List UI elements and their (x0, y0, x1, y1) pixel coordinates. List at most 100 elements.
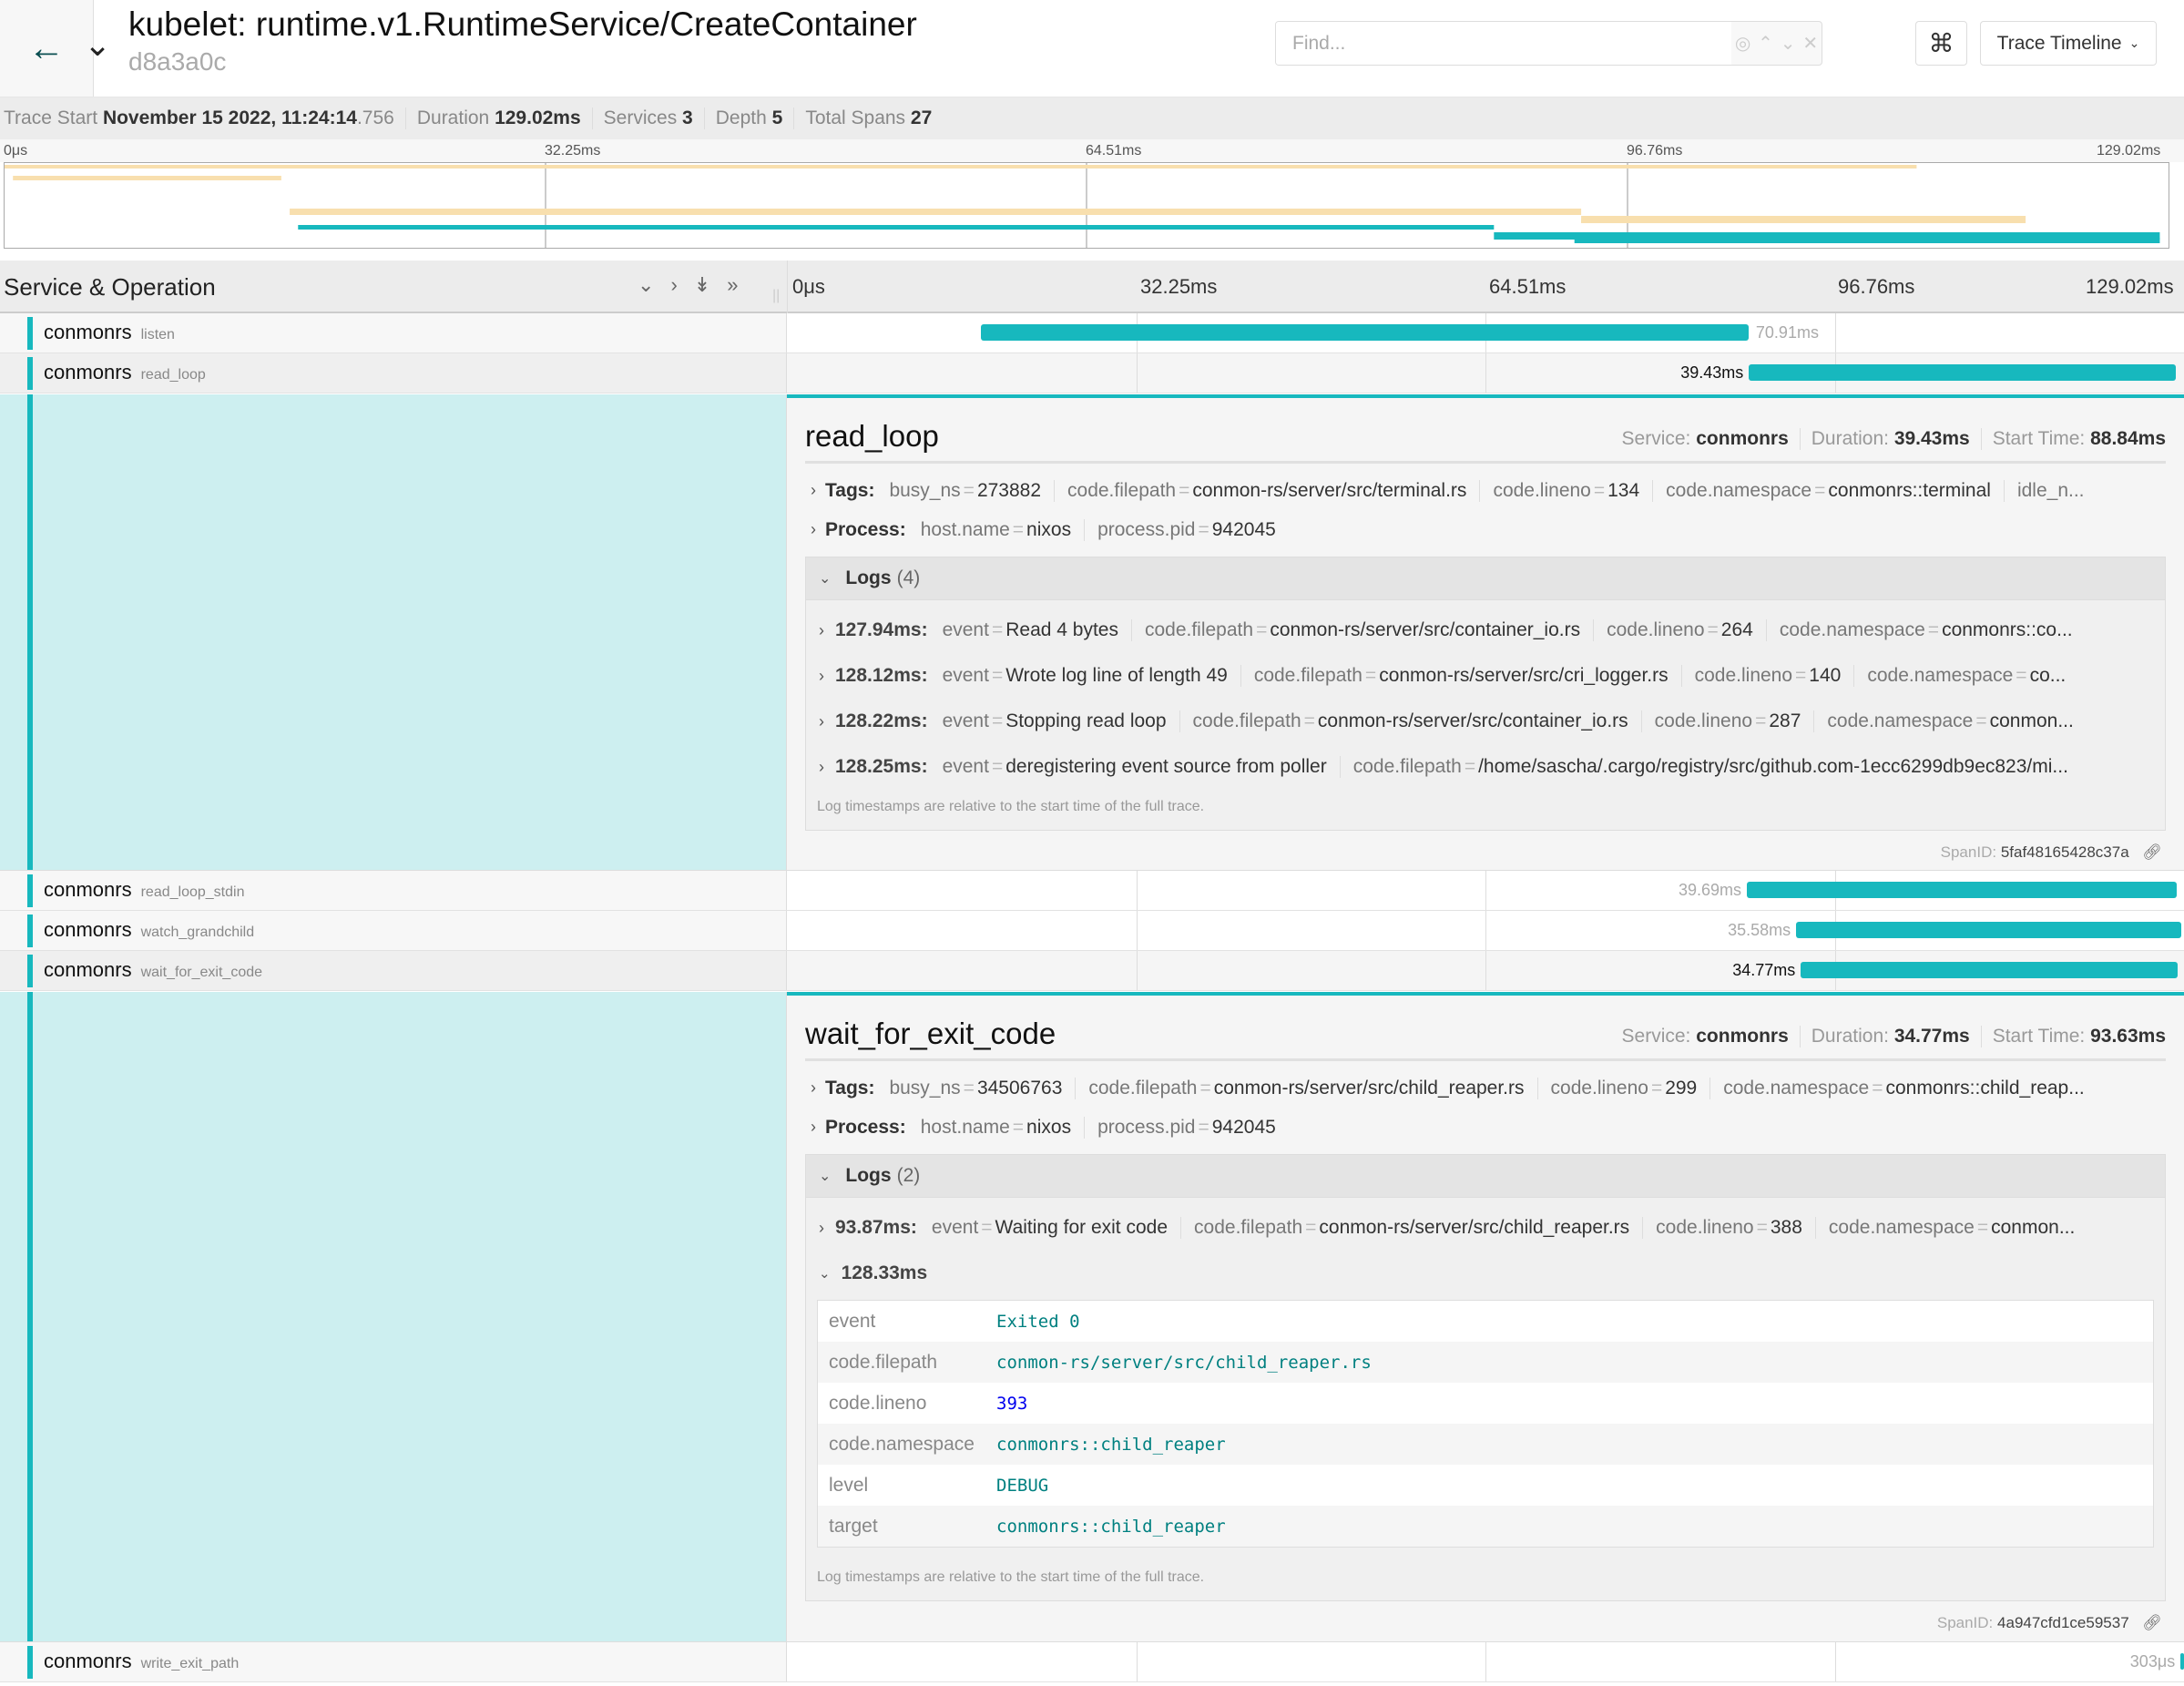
span-bar[interactable] (1747, 882, 2177, 898)
span-bar[interactable] (1801, 962, 2178, 978)
view-select[interactable]: Trace Timeline ⌄ (1980, 21, 2157, 66)
expand-all-icon[interactable]: » (727, 273, 739, 296)
grid-line (1834, 313, 1836, 353)
command-icon: ⌘ (1928, 29, 1954, 57)
span-bar[interactable] (1796, 922, 2182, 938)
tags-section[interactable]: › Tags: busy_ns = 273882 code.filepath = conmon… (805, 471, 2166, 510)
chevron-up-icon[interactable]: ⌃ (1758, 34, 1773, 54)
span-timeline-cell[interactable]: 35.58ms (787, 911, 2184, 950)
field-key: code.namespace (829, 1433, 975, 1455)
span-timeline-cell[interactable]: 34.77ms (787, 951, 2184, 990)
kv-pair: host.name = nixos (921, 1116, 1086, 1139)
minimap-span (1581, 220, 1816, 223)
tree-controls: ⌄ › ↡ » (638, 273, 738, 297)
span-timeline-cell[interactable]: 303μs (787, 1642, 2184, 1681)
log-entry[interactable]: › 128.25ms: event = deregistering event sour… (806, 744, 2165, 790)
log-field-row: code.lineno 393 (818, 1383, 2153, 1424)
minimap-tick: 32.25ms (545, 143, 601, 158)
span-timeline-cell[interactable]: 39.69ms (787, 871, 2184, 910)
span-row[interactable]: conmonrs listen 70.91ms (0, 313, 2184, 353)
log-field: code.lineno = 264 (1594, 619, 1767, 641)
log-entry[interactable]: › 128.12ms: event = Wrote log line of length… (806, 653, 2165, 699)
find-box (1275, 21, 1732, 66)
chevron-right-icon: › (819, 1218, 824, 1237)
chevron-right-icon: › (819, 620, 824, 639)
kv-pair: code.filepath = conmon-rs/server/src/child… (1076, 1077, 1538, 1099)
log-field: code.lineno = 388 (1643, 1217, 1816, 1239)
detail-indent (0, 394, 787, 870)
timeline-tick: 96.76ms (1838, 275, 1915, 298)
span-name-cell: conmonrs wait_for_exit_code (0, 951, 787, 990)
find-input[interactable] (1276, 22, 1731, 65)
trace-services: Services 3 (593, 107, 705, 129)
detail-panel: wait_for_exit_code Service: conmonrs Dur… (787, 992, 2184, 1641)
trace-depth: Depth 5 (705, 107, 795, 129)
trace-minimap[interactable] (4, 162, 2169, 249)
span-row[interactable]: conmonrs read_loop_stdin 39.69ms (0, 871, 2184, 911)
span-operation: listen (140, 327, 175, 342)
span-operation: read_loop_stdin (140, 884, 245, 900)
grid-line (1485, 871, 1486, 910)
span-name-cell: conmonrs write_exit_path (0, 1642, 787, 1681)
chevron-right-icon: › (811, 1078, 816, 1097)
kv-pair: code.filepath = conmon-rs/server/src/termi… (1055, 479, 1481, 502)
expand-one-icon[interactable]: › (670, 273, 678, 296)
chevron-down-icon[interactable]: ⌄ (84, 26, 112, 63)
tags-section[interactable]: › Tags: busy_ns = 34506763 code.filepath = conm… (805, 1068, 2166, 1108)
log-field: code.filepath = conmon-rs/server/src/conta… (1180, 710, 1642, 732)
logs-note: Log timestamps are relative to the start… (817, 1569, 1205, 1585)
detail-meta: Service: conmonrs Duration: 34.77ms Star… (1611, 1026, 2166, 1047)
field-key: event (829, 1310, 876, 1332)
detail-header: wait_for_exit_code Service: conmonrs Dur… (805, 996, 2166, 1061)
log-field: code.filepath = conmon-rs/server/src/cri_l… (1241, 665, 1682, 687)
span-duration-label: 39.43ms (1680, 363, 1744, 382)
process-section[interactable]: › Process: host.name = nixos process.pid = 9420… (805, 1108, 2166, 1147)
process-section[interactable]: › Process: host.name = nixos process.pid = 9420… (805, 510, 2166, 549)
service-color-bar (27, 357, 33, 390)
log-entry-expanded[interactable]: ⌄ 128.33ms (819, 1262, 928, 1283)
column-resizer[interactable]: || (772, 288, 781, 303)
chevron-right-icon: › (819, 757, 824, 776)
span-row[interactable]: conmonrs read_loop 39.43ms (0, 353, 2184, 393)
chevron-down-icon[interactable]: ⌄ (1780, 34, 1796, 54)
logs-header[interactable]: ⌄ Logs (2) (806, 1155, 2165, 1198)
log-field: event = Read 4 bytes (943, 619, 1132, 641)
field-value: conmon-rs/server/src/child_reaper.rs (996, 1352, 1372, 1373)
span-row[interactable]: conmonrs wait_for_exit_code 34.77ms (0, 951, 2184, 991)
span-timeline-cell[interactable]: 70.91ms (787, 313, 2184, 353)
locate-icon[interactable]: ◎ (1734, 34, 1751, 54)
grid-line (1136, 951, 1138, 990)
span-name-cell: conmonrs read_loop_stdin (0, 871, 787, 910)
span-row[interactable]: conmonrs watch_grandchild 35.58ms (0, 911, 2184, 951)
log-entry[interactable]: › 127.94ms: event = Read 4 bytes code.filepat… (806, 608, 2165, 653)
span-bar[interactable] (2180, 1653, 2184, 1670)
log-field: code.lineno = 140 (1682, 665, 1855, 687)
link-icon[interactable]: 🔗︎ (2142, 843, 2162, 861)
trace-summary: Trace Start November 15 2022, 11:24:14.7… (0, 97, 2184, 139)
collapse-all-icon[interactable]: ↡ (693, 273, 711, 296)
kv-pair: busy_ns = 273882 (889, 479, 1056, 502)
field-value: DEBUG (996, 1475, 1049, 1496)
link-icon[interactable]: 🔗︎ (2142, 1614, 2162, 1631)
collapse-one-icon[interactable]: ⌄ (638, 273, 655, 296)
field-value: conmonrs::child_reaper (996, 1434, 1226, 1455)
span-row[interactable]: conmonrs write_exit_path 303μs (0, 1642, 2184, 1682)
span-timeline-cell[interactable]: 39.43ms (787, 353, 2184, 393)
detail-operation-name: read_loop (805, 419, 939, 453)
keyboard-shortcuts-button[interactable]: ⌘ (1915, 21, 1967, 66)
chevron-down-icon: ⌄ (819, 571, 832, 587)
span-bar[interactable] (980, 324, 1749, 341)
span-duration-label: 35.58ms (1728, 921, 1791, 939)
span-name-cell: conmonrs listen (0, 313, 787, 353)
log-entry[interactable]: › 93.87ms: event = Waiting for exit code code… (806, 1205, 2165, 1251)
logs-section: ⌄ Logs (4) › 127.94ms: event = Read 4 bytes cod… (805, 557, 2166, 831)
detail-meta: Service: conmonrs Duration: 39.43ms Star… (1611, 428, 2166, 450)
logs-header[interactable]: ⌄ Logs (4) (806, 557, 2165, 600)
close-icon[interactable]: ✕ (1802, 34, 1819, 54)
back-button[interactable]: ← (0, 0, 94, 97)
chevron-right-icon: › (819, 666, 824, 685)
log-entry[interactable]: › 128.22ms: event = Stopping read loop code.f… (806, 699, 2165, 744)
span-bar[interactable] (1749, 364, 2177, 381)
log-field-row: code.filepath conmon-rs/server/src/child_… (818, 1342, 2153, 1383)
grid-line (1834, 1642, 1836, 1681)
